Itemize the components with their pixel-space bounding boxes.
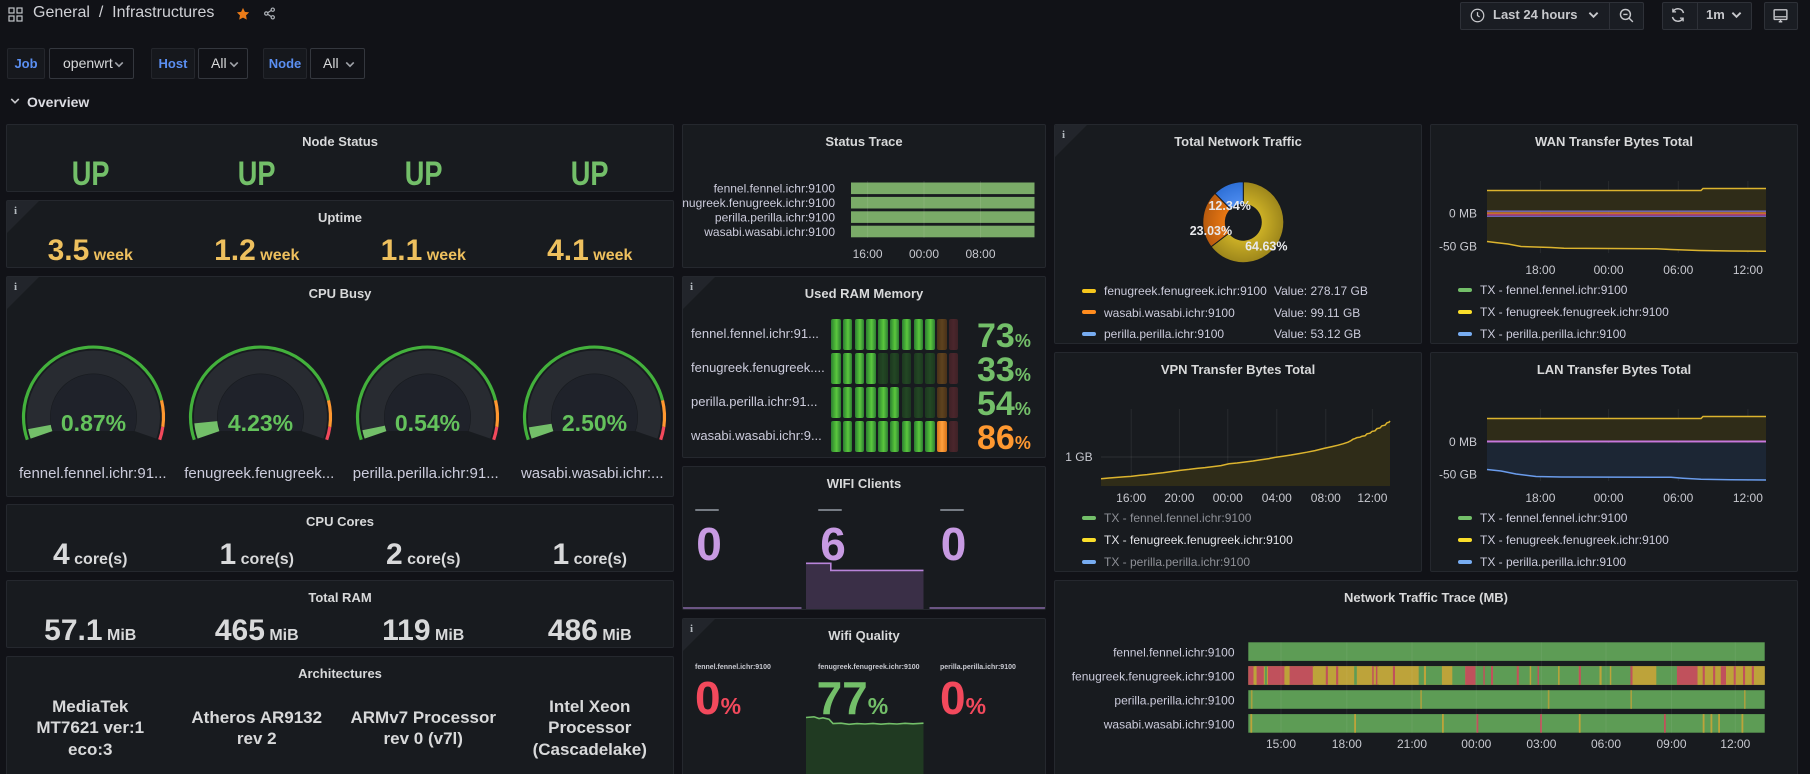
svg-text:06:00: 06:00 [1663, 491, 1693, 505]
svg-text:0 MB: 0 MB [1449, 435, 1477, 449]
svg-text:wasabi.wasabi.ichr:9100: wasabi.wasabi.ichr:9100 [703, 225, 835, 239]
svg-text:09:00: 09:00 [1656, 737, 1686, 751]
svg-text:-50 GB: -50 GB [1439, 239, 1477, 253]
svg-text:08:00: 08:00 [965, 247, 995, 261]
svg-text:12.34%: 12.34% [1208, 199, 1250, 213]
svg-text:18:00: 18:00 [1525, 263, 1555, 277]
svg-text:16:00: 16:00 [1116, 491, 1146, 505]
svg-text:00:00: 00:00 [1461, 737, 1491, 751]
svg-text:-50 GB: -50 GB [1439, 468, 1477, 482]
svg-text:20:00: 20:00 [1164, 491, 1194, 505]
svg-text:00:00: 00:00 [909, 247, 939, 261]
svg-text:perilla.perilla.ichr:9100: perilla.perilla.ichr:9100 [1114, 694, 1234, 708]
svg-text:15:00: 15:00 [1266, 737, 1296, 751]
svg-text:perilla.perilla.ichr:9100: perilla.perilla.ichr:9100 [715, 210, 835, 224]
svg-text:2.50%: 2.50% [561, 410, 626, 436]
svg-text:00:00: 00:00 [1594, 263, 1624, 277]
svg-text:18:00: 18:00 [1525, 491, 1555, 505]
svg-text:04:00: 04:00 [1262, 491, 1292, 505]
svg-text:1 GB: 1 GB [1065, 450, 1092, 464]
svg-text:00:00: 00:00 [1213, 491, 1243, 505]
svg-text:fennel.fennel.ichr:9100: fennel.fennel.ichr:9100 [714, 182, 836, 196]
svg-text:08:00: 08:00 [1311, 491, 1341, 505]
svg-text:fennel.fennel.ichr:9100: fennel.fennel.ichr:9100 [1113, 646, 1235, 660]
svg-text:4.23%: 4.23% [227, 410, 292, 436]
svg-text:21:00: 21:00 [1397, 737, 1427, 751]
svg-text:12:00: 12:00 [1733, 491, 1763, 505]
svg-text:fenugreek.fenugreek.ichr:9100: fenugreek.fenugreek.ichr:9100 [1072, 670, 1235, 684]
svg-text:23.03%: 23.03% [1190, 224, 1232, 238]
svg-text:12:00: 12:00 [1733, 263, 1763, 277]
svg-text:03:00: 03:00 [1526, 737, 1556, 751]
svg-text:fenugreek.fenugreek.ichr:9100: fenugreek.fenugreek.ichr:9100 [683, 196, 835, 210]
svg-text:wasabi.wasabi.ichr:9100: wasabi.wasabi.ichr:9100 [1103, 717, 1235, 731]
svg-text:06:00: 06:00 [1663, 263, 1693, 277]
svg-text:12:00: 12:00 [1720, 737, 1750, 751]
svg-text:16:00: 16:00 [853, 247, 883, 261]
svg-text:06:00: 06:00 [1591, 737, 1621, 751]
svg-text:00:00: 00:00 [1594, 491, 1624, 505]
svg-text:18:00: 18:00 [1332, 737, 1362, 751]
svg-text:64.63%: 64.63% [1245, 239, 1287, 253]
svg-text:12:00: 12:00 [1357, 491, 1387, 505]
svg-text:0.54%: 0.54% [394, 410, 459, 436]
svg-text:0 MB: 0 MB [1449, 207, 1477, 221]
svg-text:0.87%: 0.87% [60, 410, 125, 436]
